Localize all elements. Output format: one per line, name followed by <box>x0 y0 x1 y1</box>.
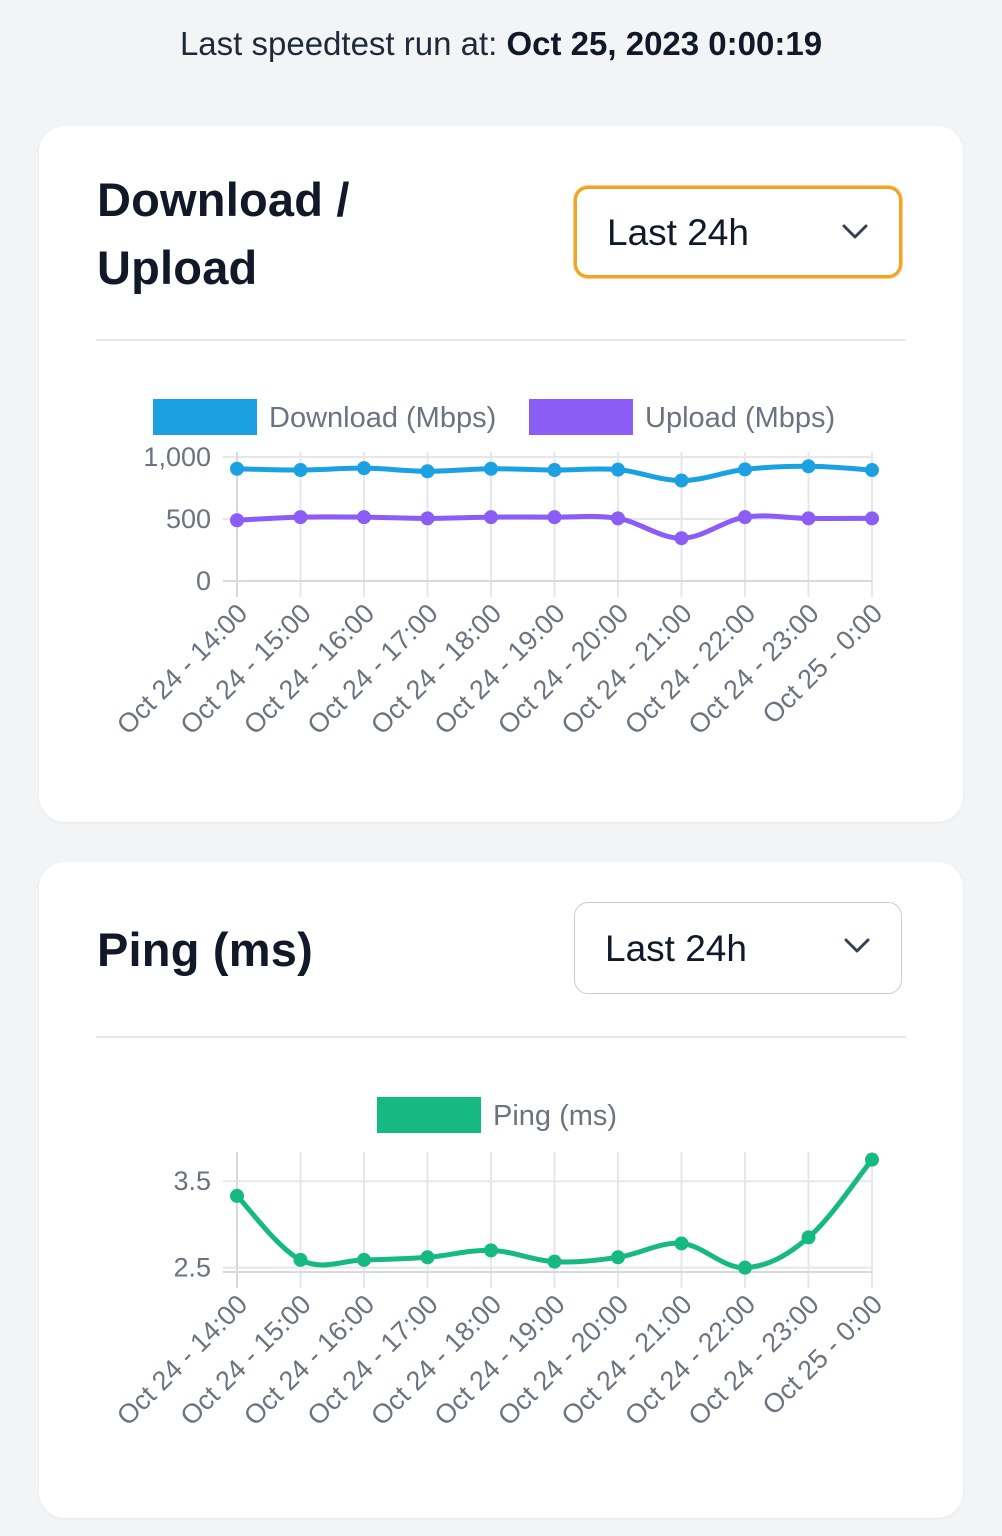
data-point[interactable] <box>674 473 689 488</box>
chart-grid <box>223 1152 873 1288</box>
data-point[interactable] <box>293 463 308 478</box>
y-tick-label: 3.5 <box>173 1166 211 1196</box>
data-point[interactable] <box>611 511 625 526</box>
data-point[interactable] <box>611 1250 625 1265</box>
data-point[interactable] <box>865 511 879 526</box>
data-point[interactable] <box>801 1230 816 1245</box>
legend-item[interactable]: Ping (ms) <box>377 1097 617 1133</box>
series-download-mbps <box>230 459 879 488</box>
data-point[interactable] <box>230 1188 244 1203</box>
ping-card: Ping (ms) Last 24h Ping (ms) 2.5 3.5 Oct 24… <box>39 862 963 1518</box>
legend-label: Ping (ms) <box>493 1100 617 1132</box>
data-point[interactable] <box>865 1152 879 1167</box>
data-point[interactable] <box>738 1260 752 1275</box>
data-point[interactable] <box>357 461 371 476</box>
data-point[interactable] <box>420 511 435 526</box>
data-point[interactable] <box>484 1243 498 1258</box>
data-point[interactable] <box>357 510 371 525</box>
time-range-select-value: Last 24h <box>607 212 749 253</box>
time-range-select-value: Last 24h <box>605 928 747 969</box>
data-point[interactable] <box>547 463 562 478</box>
data-point[interactable] <box>738 510 752 525</box>
chart-grid <box>223 452 873 597</box>
legend-label: Upload (Mbps) <box>645 402 835 434</box>
data-point[interactable] <box>230 461 244 476</box>
data-point[interactable] <box>293 1252 308 1267</box>
y-tick-label: 2.5 <box>173 1253 211 1283</box>
data-point[interactable] <box>547 510 562 525</box>
time-range-select[interactable]: Last 24h <box>574 902 902 994</box>
series-upload-mbps <box>230 510 879 546</box>
data-point[interactable] <box>293 510 308 525</box>
data-point[interactable] <box>801 459 816 474</box>
data-point[interactable] <box>611 462 625 477</box>
data-point[interactable] <box>484 510 498 525</box>
last-run-timestamp: Oct 25, 2023 0:00:19 <box>506 25 823 62</box>
legend-swatch <box>153 399 257 435</box>
last-run-prefix: Last speedtest run at: <box>179 25 507 62</box>
data-point[interactable] <box>801 511 816 526</box>
legend-label: Download (Mbps) <box>269 402 496 434</box>
chevron-down-icon <box>844 938 870 953</box>
y-tick-label: 500 <box>166 504 211 534</box>
chart-legend: Ping (ms) <box>377 1097 617 1133</box>
data-point[interactable] <box>357 1252 371 1267</box>
card-divider <box>96 1036 906 1038</box>
legend-item[interactable]: Download (Mbps) <box>153 399 496 435</box>
data-point[interactable] <box>674 1236 689 1251</box>
y-tick-label: 1,000 <box>143 442 211 472</box>
series-ping-ms <box>230 1152 879 1275</box>
card-divider <box>96 339 906 341</box>
download-upload-card: Download / Upload Last 24h Download (Mbp… <box>39 126 963 822</box>
data-point[interactable] <box>865 463 879 478</box>
data-point[interactable] <box>547 1254 562 1269</box>
card-title: Ping (ms) <box>97 923 313 976</box>
chevron-down-icon <box>842 224 868 239</box>
data-point[interactable] <box>230 513 244 528</box>
card-title: Download / Upload <box>97 173 350 294</box>
data-point[interactable] <box>484 461 498 476</box>
y-tick-label: 0 <box>196 566 211 596</box>
data-point[interactable] <box>420 1250 435 1265</box>
download-upload-chart: Download (Mbps) Upload (Mbps)05001,000Oct… <box>111 399 888 740</box>
legend-item[interactable]: Upload (Mbps) <box>529 399 835 435</box>
legend-swatch <box>529 399 633 435</box>
time-range-select[interactable]: Last 24h <box>574 186 902 278</box>
data-point[interactable] <box>738 462 752 477</box>
legend-swatch <box>377 1097 481 1133</box>
last-speedtest-banner: Last speedtest run at: Oct 25, 2023 0:00… <box>0 18 1002 70</box>
chart-legend: Download (Mbps) Upload (Mbps) <box>153 399 835 435</box>
data-point[interactable] <box>674 531 689 546</box>
data-point[interactable] <box>420 464 435 479</box>
